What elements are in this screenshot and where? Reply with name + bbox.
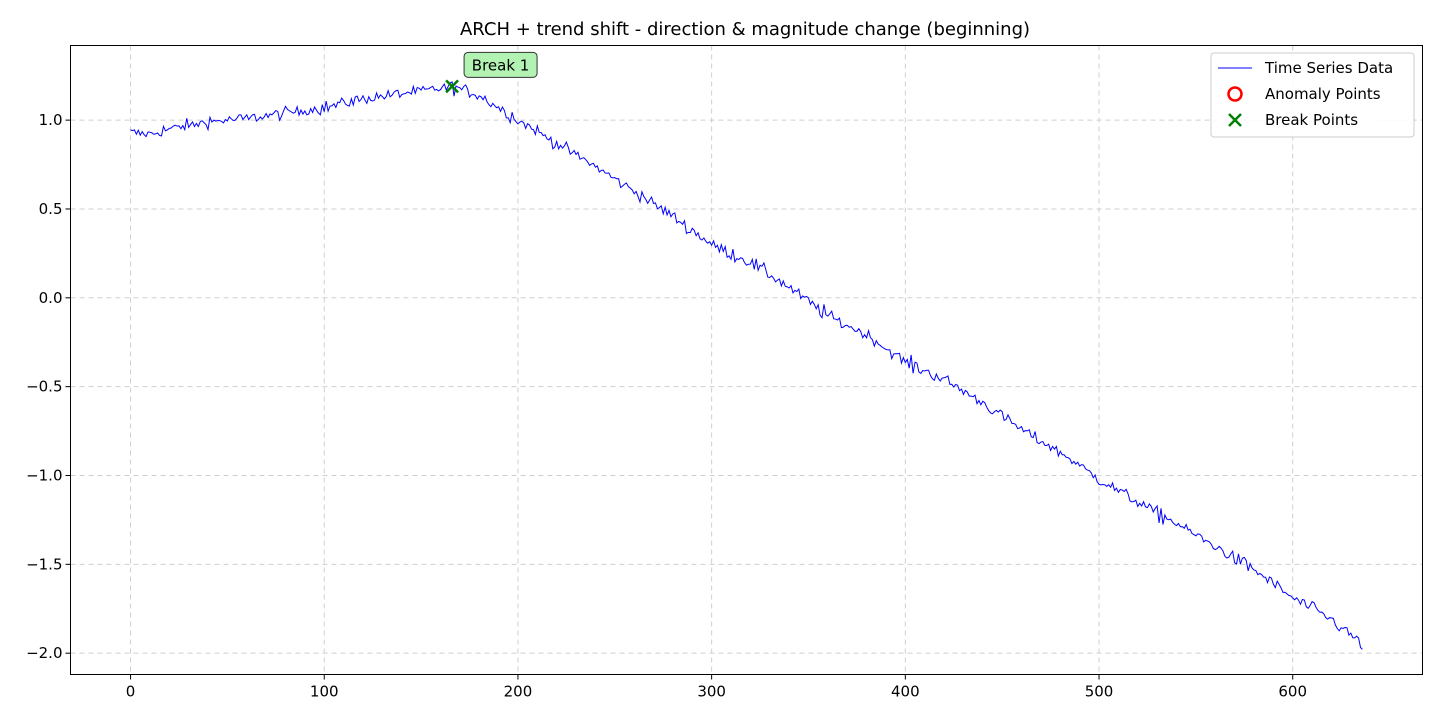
x-tick-label: 500 [1085, 683, 1114, 701]
break-annotation-box [463, 51, 538, 78]
legend-label: Time Series Data [1264, 59, 1393, 77]
y-tick-label: −2.0 [26, 644, 62, 662]
x-tick-label: 400 [891, 683, 920, 701]
axis-ticks: 0 100 200 300 400 500 600 1.0 0.5 0.0 −0.5 −1.0 −1.5… [26, 111, 1307, 700]
y-tick-label: −0.5 [26, 378, 62, 396]
x-tick-label: 200 [504, 683, 533, 701]
break-point-marker [445, 79, 459, 94]
break-marker-layer: Break 1 [445, 51, 538, 94]
legend-box [1210, 52, 1415, 138]
series-line-time-series-data [130, 81, 1363, 650]
x-tick-label: 600 [1278, 683, 1307, 701]
plot-frame [70, 45, 1423, 675]
chart-title: ARCH + trend shift - direction & magnitu… [460, 19, 1030, 40]
y-tick-label: 0.5 [39, 200, 63, 218]
legend-circle-swatch [1227, 86, 1243, 102]
break-annotation-label: Break 1 [472, 56, 530, 74]
y-tick-label: −1.5 [26, 555, 62, 573]
y-tick-label: 1.0 [39, 111, 63, 129]
legend: Time Series Data Anomaly Points Break Poin… [1210, 52, 1415, 138]
x-tick-label: 300 [697, 683, 726, 701]
legend-label: Break Points [1265, 111, 1358, 129]
series-layer [130, 81, 1363, 650]
legend-label: Anomaly Points [1265, 85, 1381, 103]
y-tick-label: −1.0 [26, 466, 62, 484]
x-tick-label: 100 [310, 683, 339, 701]
y-tick-label: 0.0 [39, 289, 63, 307]
grid-lines [70, 45, 1423, 675]
x-tick-label: 0 [126, 683, 136, 701]
legend-x-swatch [1228, 113, 1242, 127]
